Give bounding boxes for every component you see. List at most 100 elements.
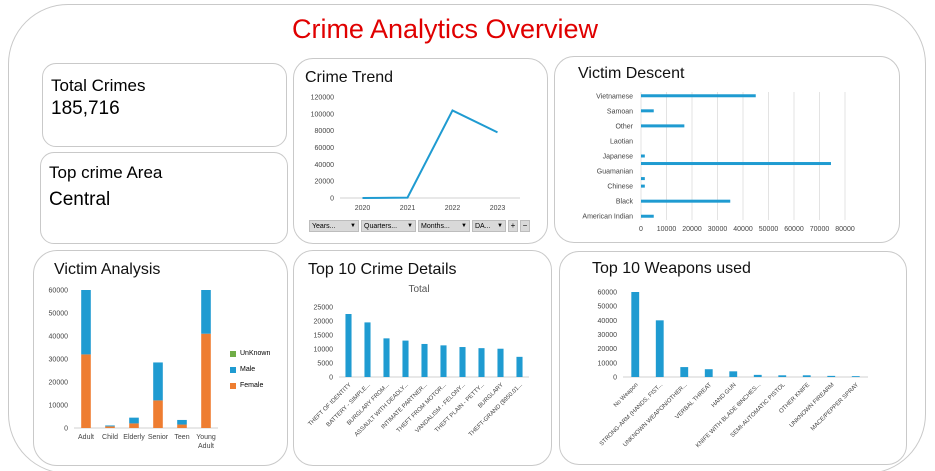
- bar: [851, 376, 860, 377]
- y-tick-label: Laotian: [610, 138, 633, 145]
- filter-months[interactable]: Months... ▼: [418, 220, 470, 232]
- filter-label: Months...: [421, 222, 450, 230]
- expand-field-button[interactable]: +: [508, 220, 518, 232]
- bar: [497, 348, 504, 377]
- legend-item: Female: [230, 382, 270, 389]
- y-tick-label: 0: [330, 196, 334, 203]
- bar: [345, 314, 352, 377]
- stacked-bar-female: [177, 424, 187, 428]
- x-tick-label: No Weapon: [613, 382, 640, 409]
- dropdown-arrow-icon: ▼: [350, 223, 356, 229]
- y-tick-label: 100000: [311, 111, 334, 118]
- filter-label: Years...: [312, 222, 336, 230]
- filter-quarters[interactable]: Quarters... ▼: [361, 220, 416, 232]
- top-area-label: Top crime Area: [49, 163, 163, 182]
- x-tick-label: 0: [639, 226, 643, 233]
- dropdown-arrow-icon: ▼: [407, 223, 413, 229]
- y-tick-label: Black: [616, 199, 634, 206]
- y-tick-label: 40000: [49, 334, 69, 341]
- stacked-bar-male: [129, 417, 139, 424]
- bar: [516, 356, 523, 377]
- x-tick-label: Elderly: [123, 434, 145, 441]
- trend-filter-bar: Years... ▼ Quarters... ▼ Months... ▼ DA... ▼ + −: [309, 220, 530, 232]
- bar: [778, 375, 787, 377]
- dropdown-arrow-icon: ▼: [497, 223, 503, 229]
- descent-bar: [641, 109, 654, 113]
- descent-bar: [641, 177, 645, 181]
- collapse-field-button[interactable]: −: [520, 220, 530, 232]
- filter-da[interactable]: DA... ▼: [472, 220, 506, 232]
- victim-descent-panel: Victim Descent: [554, 56, 900, 243]
- victim-descent-title: Victim Descent: [578, 65, 685, 82]
- victim-analysis-title: Victim Analysis: [54, 261, 161, 278]
- x-tick-label: Adult: [78, 434, 94, 441]
- x-tick-label: Senior: [148, 434, 169, 441]
- y-tick-label: American Indian: [582, 214, 633, 221]
- bar: [383, 338, 390, 377]
- x-tick-label: Young: [196, 434, 216, 441]
- chart-subtitle: Total: [408, 284, 429, 295]
- x-tick-label: Child: [102, 434, 118, 441]
- y-tick-label: 30000: [598, 332, 618, 339]
- y-tick-label: 10000: [598, 360, 618, 367]
- bar: [827, 375, 836, 377]
- descent-bar: [641, 162, 831, 166]
- stacked-bar-female: [201, 333, 211, 428]
- x-tick-label: 2020: [355, 205, 371, 212]
- total-crimes-value: 185,716: [51, 98, 120, 119]
- x-tick-label: UNKNOWN FIREARM: [789, 382, 836, 429]
- legend-item: UnKnown: [230, 350, 270, 357]
- stacked-bar-male: [105, 425, 115, 427]
- y-tick-label: 50000: [49, 311, 69, 318]
- crime-trend-panel: Crime Trend: [293, 58, 548, 244]
- y-tick-label: 0: [613, 375, 617, 382]
- x-tick-label: HAND GUN: [711, 382, 738, 409]
- y-tick-label: 20000: [315, 179, 335, 186]
- y-tick-label: Japanese: [603, 154, 633, 161]
- x-tick-label: 10000: [657, 226, 677, 233]
- filter-years[interactable]: Years... ▼: [309, 220, 359, 232]
- y-tick-label: Chinese: [607, 184, 633, 191]
- x-tick-label: 70000: [810, 226, 830, 233]
- filter-label: DA...: [475, 222, 491, 230]
- bar: [631, 292, 640, 377]
- filter-label: Quarters...: [364, 222, 398, 230]
- y-tick-label: 60000: [315, 145, 335, 152]
- y-tick-label: Guamanian: [597, 169, 633, 176]
- top-area-value: Central: [49, 189, 111, 210]
- x-tick-label: 40000: [733, 226, 753, 233]
- bar: [421, 343, 428, 377]
- bar: [753, 374, 762, 377]
- y-tick-label: 10000: [49, 403, 69, 410]
- top-area-card: Top crime Area Central: [40, 152, 288, 244]
- legend-swatch: [230, 382, 236, 389]
- bar: [704, 369, 713, 377]
- descent-bar: [641, 154, 645, 158]
- y-tick-label: 80000: [315, 128, 335, 135]
- bar: [802, 375, 811, 377]
- y-tick-label: Other: [615, 123, 633, 130]
- legend-swatch: [230, 350, 236, 357]
- total-crimes-label: Total Crimes: [51, 76, 146, 95]
- y-tick-label: 120000: [311, 95, 334, 102]
- bar: [402, 340, 409, 377]
- y-tick-label: 10000: [314, 347, 334, 354]
- legend-label: UnKnown: [240, 350, 271, 357]
- y-tick-label: 15000: [314, 333, 334, 340]
- total-crimes-card: Total Crimes 185,716: [42, 63, 287, 147]
- legend-label: Male: [240, 366, 256, 373]
- legend-item: Male: [230, 366, 270, 373]
- bar: [478, 348, 485, 377]
- y-tick-label: Vietnamese: [596, 93, 633, 100]
- stacked-bar-female: [81, 354, 91, 428]
- stacked-bar-female: [153, 400, 163, 428]
- descent-bar: [641, 184, 645, 188]
- legend-swatch: [230, 366, 236, 373]
- x-tick-label: 2022: [445, 205, 461, 212]
- x-tick-label: Adult: [198, 443, 214, 450]
- top10-weapons-title: Top 10 Weapons used: [592, 260, 751, 277]
